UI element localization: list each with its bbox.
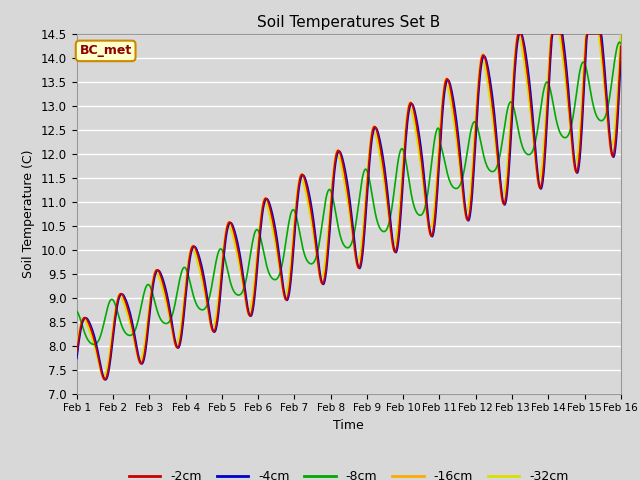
Text: BC_met: BC_met bbox=[79, 44, 132, 58]
-4cm bbox=[431, 216, 439, 222]
-32cm bbox=[617, 31, 625, 36]
X-axis label: Time: Time bbox=[333, 419, 364, 432]
Title: Soil Temperatures Set B: Soil Temperatures Set B bbox=[257, 15, 440, 30]
-16cm bbox=[140, 354, 147, 360]
-8cm bbox=[616, 39, 623, 45]
-8cm bbox=[431, 132, 439, 138]
-8cm bbox=[73, 308, 81, 314]
-32cm bbox=[83, 321, 90, 327]
-32cm bbox=[195, 264, 202, 269]
-16cm bbox=[223, 221, 231, 227]
-2cm bbox=[416, 142, 424, 147]
-4cm bbox=[140, 359, 147, 365]
Line: -16cm: -16cm bbox=[77, 34, 621, 380]
-16cm bbox=[195, 258, 202, 264]
-32cm bbox=[73, 343, 81, 349]
Legend: -2cm, -4cm, -8cm, -16cm, -32cm: -2cm, -4cm, -8cm, -16cm, -32cm bbox=[124, 465, 573, 480]
-32cm bbox=[100, 372, 108, 378]
-32cm bbox=[431, 190, 439, 196]
-16cm bbox=[83, 317, 90, 323]
-2cm bbox=[195, 255, 202, 261]
-2cm bbox=[431, 207, 439, 213]
Line: -4cm: -4cm bbox=[77, 34, 621, 380]
-16cm bbox=[514, 31, 522, 36]
-4cm bbox=[516, 31, 524, 36]
-32cm bbox=[223, 225, 231, 230]
Y-axis label: Soil Temperature (C): Soil Temperature (C) bbox=[22, 149, 35, 278]
-2cm bbox=[515, 31, 522, 36]
-8cm bbox=[223, 267, 231, 273]
Line: -8cm: -8cm bbox=[77, 42, 621, 344]
-16cm bbox=[416, 147, 424, 153]
-4cm bbox=[223, 227, 231, 233]
-8cm bbox=[90, 341, 98, 347]
-32cm bbox=[140, 348, 147, 353]
-16cm bbox=[617, 33, 625, 39]
-4cm bbox=[102, 377, 109, 383]
-16cm bbox=[100, 377, 108, 383]
-32cm bbox=[547, 31, 555, 36]
-4cm bbox=[617, 59, 625, 65]
-16cm bbox=[73, 346, 81, 352]
-8cm bbox=[195, 305, 202, 311]
-2cm bbox=[83, 316, 90, 322]
-8cm bbox=[140, 293, 147, 299]
-2cm bbox=[140, 356, 147, 362]
-2cm bbox=[223, 223, 231, 229]
-2cm bbox=[73, 350, 81, 356]
-8cm bbox=[83, 335, 90, 340]
-2cm bbox=[101, 377, 109, 383]
-4cm bbox=[73, 356, 81, 361]
-4cm bbox=[83, 315, 90, 321]
-2cm bbox=[617, 43, 625, 49]
-4cm bbox=[416, 133, 424, 139]
Line: -2cm: -2cm bbox=[77, 34, 621, 380]
Line: -32cm: -32cm bbox=[77, 34, 621, 375]
-16cm bbox=[431, 201, 439, 207]
-8cm bbox=[416, 212, 424, 218]
-32cm bbox=[416, 154, 424, 160]
-8cm bbox=[617, 41, 625, 47]
-4cm bbox=[195, 252, 202, 257]
